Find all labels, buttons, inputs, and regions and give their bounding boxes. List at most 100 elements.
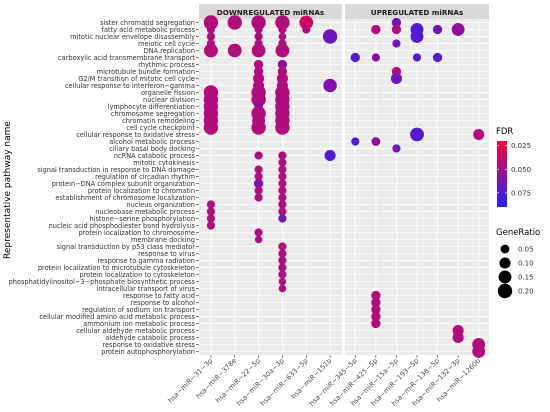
point-hsa-mir-378e-sister-chromatid-segregation [227,15,242,30]
y-tick-label-ammonium-ion-metabolic-process: ammonium ion metabolic process [83,320,195,328]
point-hsa-mir-22-5p-signal-transduction-in-response-to-dna-damage [254,165,263,174]
point-hsa-mir-31-3p-dna-replication [204,43,218,58]
point-hsa-mir-138-5p-carboxylic-acid-transmembrane-transport [432,52,443,63]
y-tick-label-nucleus-organization: nucleus organization [126,201,195,209]
point-hsa-mir-30a-3p-signal-transduction-by-p53-class-mediator [278,242,287,251]
point-hsa-mir-193-5p-cellular-response-to-oxidative-stress [410,127,424,142]
y-tick-label-rhythmic-process: rhythmic process [138,61,195,69]
y-tick-label-organelle-fission: organelle fission [141,89,195,97]
point-hsa-mir-31-3p-mitotic-nuclear-envelope-disassembly [206,32,216,41]
point-hsa-mir-30a-3p-rhythmic-process [277,59,288,70]
y-tick-label-sister-chromatid-segregation: sister chromatid segregation [100,19,195,27]
point-hsa-mir-193-5p-mitotic-nuclear-envelope-disassembly [410,30,424,43]
y-tick-label-cellular-modified-amino-acid-metabolic-process: cellular modified amino acid metabolic p… [39,313,195,321]
point-hsa-mir-22-5p-cell-cycle-checkpoint [251,120,266,135]
panel-title: DOWNREGULATED miRNAs [217,8,324,17]
generatio-legend-label: 0.15 [518,274,534,282]
point-hsa-mir-345-5p-alcohol-metabolic-process [351,137,360,146]
point-hsa-mir-30a-3p-response-to-gamma-radiation [278,256,287,265]
y-tick-label-histone-serine-phosphorylation: histone−serine phosphorylation [89,215,195,223]
point-hsa-mir-151b-cellular-response-to-interferon-gamma [323,78,337,93]
point-hsa-mir-425-5p-cellular-modified-amino-acid-metabolic-process [371,311,381,322]
panel-strip [199,4,342,19]
point-hsa-mir-30a-3p-protein-localization-to-microtubule-cytoskeleton [278,263,287,272]
point-hsa-mir-132-3p-aldehyde-catabolic-process [452,331,464,344]
point-hsa-mir-30a-3p-cell-cycle-checkpoint [275,120,290,135]
point-hsa-mir-138-5p-fatty-acid-metabolic-process [432,24,443,35]
point-hsa-mir-30a-3p-mitotic-cytokinesis [278,158,287,167]
point-hsa-mir-22-5p-establishment-of-chromosome-localization [254,193,263,202]
panel-background [199,19,342,355]
point-hsa-mir-633-5p-sister-chromatid-segregation [299,15,314,30]
point-hsa-mir-30a-3p-ncrna-catabolic-process [278,151,287,160]
point-hsa-mir-1260b-cellular-response-to-oxidative-stress [473,128,485,141]
fdr-tick-label: 0.075 [511,189,531,197]
point-hsa-mir-425-5p-ammonium-ion-metabolic-process [371,318,381,329]
point-hsa-mir-151b-mitotic-nuclear-envelope-disassembly [322,29,338,44]
point-hsa-mir-633-5p-fatty-acid-metabolic-process [302,25,311,34]
point-hsa-mir-30a-3p-signal-transduction-in-response-to-dna-damage [278,165,287,174]
generatio-legend-label: 0.20 [518,288,534,296]
point-hsa-mir-425-5p-carboxylic-acid-transmembrane-transport [371,53,380,62]
x-tick-label-hsa-mir-31-3p: hsa−miR−31−3p [167,357,215,405]
fdr-tick-label: 0.025 [511,142,531,150]
point-hsa-mir-31-3p-nucleus-organization [206,200,216,209]
point-hsa-mir-30a-3p-protein-localization-to-cytoskeleton [278,270,287,279]
y-tick-label-nucleic-acid-phosphodiester-bond-hydrolysis: nucleic acid phosphodiester bond hydroly… [49,222,196,230]
point-hsa-mir-15a-5p-meiotic-cell-cycle [392,39,401,48]
y-tick-label-regulation-of-circadian-rhythm: regulation of circadian rhythm [95,173,195,181]
point-hsa-mir-30a-3p-mitotic-nuclear-envelope-disassembly [278,32,287,41]
point-hsa-mir-425-5p-response-to-alcohol [371,297,381,308]
point-hsa-mir-31-3p-nucleobase-metabolic-process [206,207,216,216]
generatio-legend-dot [498,270,512,284]
y-tick-label-phosphatidylinositol-3-phosphate-biosynthetic-process: phosphatidylinositol−3−phosphate biosynt… [9,278,196,286]
y-tick-label-meiotic-cell-cycle: meiotic cell cycle [138,40,195,48]
point-hsa-mir-30a-3p-phosphatidylinositol-3-phosphate-biosynthetic-process [278,277,287,286]
point-hsa-mir-31-3p-fatty-acid-metabolic-process [206,25,216,34]
point-hsa-mir-425-5p-response-to-fatty-acid [371,290,381,301]
point-hsa-mir-31-3p-nucleic-acid-phosphodiester-bond-hydrolysis [206,221,216,230]
point-hsa-mir-22-5p-protein-localization-to-chromatin [254,186,263,195]
y-tick-label-response-to-virus: response to virus [138,250,195,258]
point-hsa-mir-425-5p-fatty-acid-metabolic-process [371,24,381,35]
y-tick-label-regulation-of-sodium-ion-transport: regulation of sodium ion transport [82,306,195,314]
point-hsa-mir-22-5p-rhythmic-process [253,59,264,70]
y-tick-label-nucleobase-metabolic-process: nucleobase metabolic process [95,208,195,216]
point-hsa-mir-15a-5p-fatty-acid-metabolic-process [391,24,402,35]
point-hsa-mir-15a-5p-g2-m-transition-of-mitotic-cell-cycle [390,72,402,85]
point-hsa-mir-30a-3p-regulation-of-circadian-rhythm [278,172,287,181]
y-tick-label-g2-m-transition-of-mitotic-cell-cycle: G2/M transition of mitotic cell cycle [78,75,195,83]
y-tick-label-establishment-of-chromosome-localization: establishment of chromosome localization [55,194,195,202]
y-tick-label-ncrna-catabolic-process: ncRNA catabolic process [114,152,196,160]
y-tick-label-mitotic-cytokinesis: mitotic cytokinesis [133,159,195,167]
y-tick-label-protein-dna-complex-subunit-organization: protein−DNA complex subunit organization [52,180,195,188]
point-hsa-mir-425-5p-alcohol-metabolic-process [371,137,381,146]
point-hsa-mir-15a-5p-ciliary-basal-body-docking [392,144,401,153]
point-hsa-mir-30a-3p-protein-dna-complex-subunit-organization [278,179,287,188]
y-tick-label-dna-replication: DNA replication [144,47,195,55]
y-tick-label-signal-transduction-by-p53-class-mediator: signal transduction by p53 class mediato… [57,243,196,251]
point-hsa-mir-1260b-protein-autophosphorylation [472,345,486,358]
y-tick-label-cellular-response-to-interferon-gamma: cellular response to interferon−gamma [65,82,195,90]
y-tick-label-alcohol-metabolic-process: alcohol metabolic process [109,138,195,146]
point-hsa-mir-30a-3p-response-to-virus [278,249,287,258]
generatio-legend-dot [500,244,510,254]
fdr-color-bar [497,141,507,207]
point-hsa-mir-22-5p-sister-chromatid-segregation [251,15,266,30]
generatio-legend-label: 0.10 [518,260,534,268]
point-hsa-mir-151b-ncrna-catabolic-process [324,149,336,162]
legend: FDR 0.075 0.050 0.025 GeneRatio 0.05 0.10 0.15 0… [496,127,540,299]
point-hsa-mir-22-5p-protein-localization-to-chromosome [254,228,263,237]
y-tick-label-mitotic-nuclear-envelope-disassembly: mitotic nuclear envelope disassembly [70,33,195,41]
x-tick-label-hsa-mir-22-5p: hsa−miR−22−5p [214,357,262,405]
point-hsa-mir-30a-3p-histone-serine-phosphorylation [278,214,287,223]
point-hsa-mir-30a-3p-fatty-acid-metabolic-process [278,25,287,34]
point-hsa-mir-22-5p-mitotic-nuclear-envelope-disassembly [254,32,263,41]
y-tick-label-fatty-acid-metabolic-process: fatty acid metabolic process [102,26,196,34]
fdr-legend-title: FDR [496,127,513,137]
y-axis-title: Representative pathway name [3,121,13,259]
y-tick-label-chromatin-remodeling: chromatin remodeling [122,117,195,125]
point-hsa-mir-31-3p-histone-serine-phosphorylation [206,214,216,223]
